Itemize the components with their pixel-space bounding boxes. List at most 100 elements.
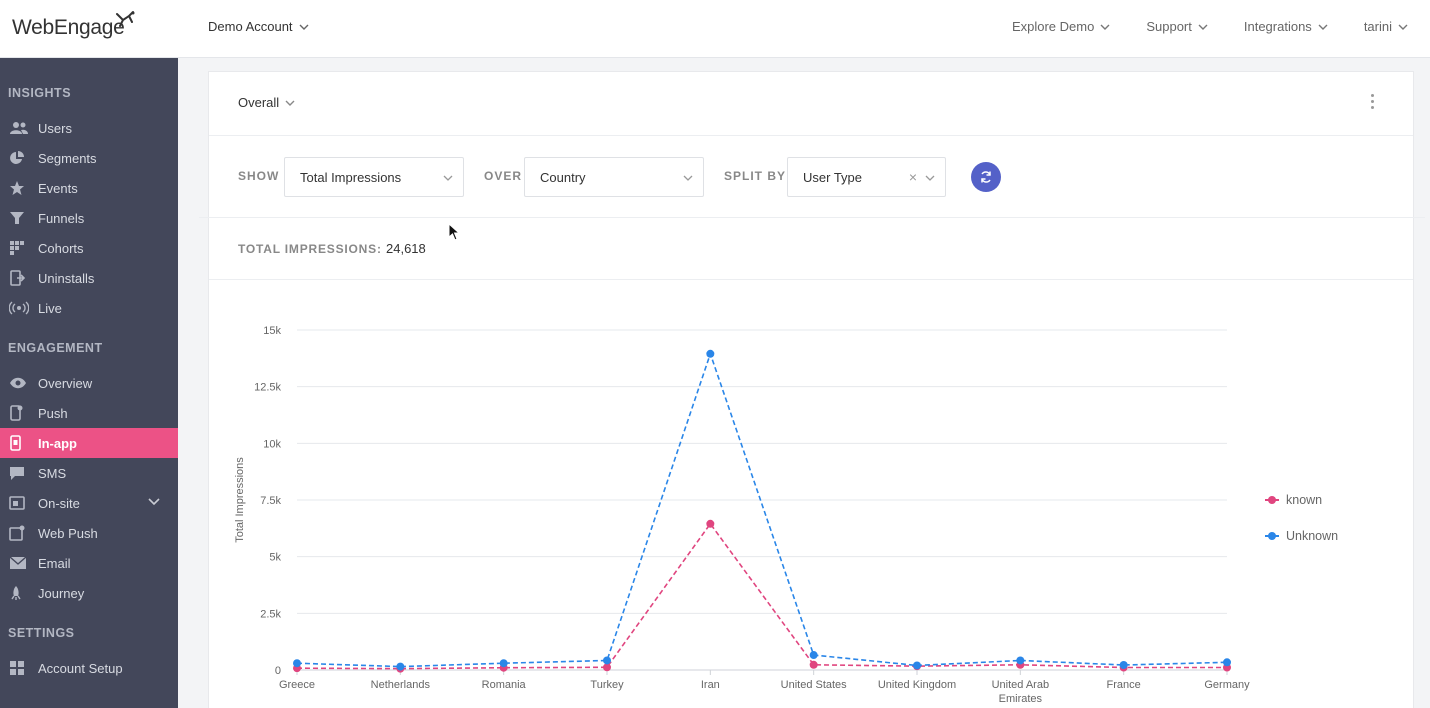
sidebar-item-journey[interactable]: Journey	[0, 578, 178, 608]
sidebar-item-sms[interactable]: SMS	[0, 458, 178, 488]
eye-icon	[0, 377, 38, 389]
logo-text: WebEngage	[12, 16, 125, 39]
legend-label: known	[1286, 493, 1322, 507]
x-tick-label: United States	[781, 679, 848, 691]
sidebar-item-on-site[interactable]: On-site	[0, 488, 178, 518]
filter-bar: SHOW Total Impressions OVER Country SPLI…	[199, 136, 1425, 218]
chevron-down-icon[interactable]	[148, 497, 160, 507]
over-label: OVER	[484, 169, 523, 183]
x-tick-label: Netherlands	[371, 679, 431, 691]
mobile-icon	[0, 405, 38, 421]
sidebar-item-label: On-site	[38, 495, 80, 511]
sidebar-item-live[interactable]: Live	[0, 293, 178, 323]
chevron-down-icon	[683, 175, 693, 181]
integrations-label: Integrations	[1243, 19, 1312, 34]
card-header: Overall	[209, 72, 1413, 136]
show-select[interactable]: Total Impressions	[284, 157, 464, 197]
data-point	[706, 349, 715, 358]
window-icon	[0, 495, 38, 511]
settings-grid-icon	[0, 660, 38, 676]
funnel-icon	[0, 210, 38, 226]
explore-demo-label: Explore Demo	[1011, 19, 1095, 34]
refresh-icon	[981, 171, 991, 183]
sidebar-item-label: Cohorts	[38, 240, 84, 256]
sidebar-item-label: Events	[38, 180, 78, 196]
uninstall-icon	[0, 270, 38, 286]
rocket-icon	[0, 585, 38, 601]
chevron-down-icon	[299, 24, 309, 30]
impressions-line-chart: 0 2.5k 5k 7.5k 10k 12.5k 15k Total Impressions G…	[234, 325, 1338, 705]
sidebar-item-cohorts[interactable]: Cohorts	[0, 233, 178, 263]
y-tick-label: 0	[275, 665, 281, 677]
refresh-button[interactable]	[971, 162, 1001, 192]
sidebar-item-label: Web Push	[38, 525, 98, 541]
section-insights: INSIGHTS	[8, 86, 72, 100]
mouse-cursor-icon	[448, 223, 460, 241]
chat-icon	[0, 465, 38, 481]
x-tick-label: Emirates	[999, 693, 1043, 705]
legend-swatch-dot	[1268, 496, 1276, 504]
x-tick-label: United Kingdom	[878, 679, 956, 691]
chevron-down-icon	[285, 100, 295, 106]
y-tick-label: 7.5k	[260, 495, 281, 507]
y-tick-label: 15k	[263, 325, 281, 337]
x-tick-label: Greece	[279, 679, 315, 691]
view-selector[interactable]: Overall	[238, 95, 295, 110]
sidebar-item-label: Uninstalls	[38, 270, 95, 286]
sidebar-item-label: SMS	[38, 465, 67, 481]
sidebar-item-label: Push	[38, 405, 68, 421]
sidebar-item-label: Live	[38, 300, 62, 316]
series-line-known	[296, 522, 1227, 670]
y-tick-label: 5k	[269, 552, 281, 564]
legend-label: Unknown	[1286, 529, 1338, 543]
split-by-select[interactable]: User Type ×	[787, 157, 946, 197]
y-tick-label: 12.5k	[254, 382, 281, 394]
chevron-down-icon	[443, 175, 453, 181]
data-point	[809, 651, 818, 660]
explore-demo-menu[interactable]: Explore Demo	[1012, 19, 1110, 34]
sidebar-item-users[interactable]: Users	[0, 113, 178, 143]
sidebar-item-account-setup[interactable]: Account Setup	[0, 653, 178, 683]
user-menu[interactable]: tarini	[1364, 19, 1408, 34]
total-impressions-value: 24,618	[386, 241, 426, 256]
chevron-down-icon	[1318, 24, 1328, 30]
clear-icon[interactable]: ×	[908, 169, 917, 185]
sidebar-item-push[interactable]: Push	[0, 398, 178, 428]
sidebar-item-web-push[interactable]: Web Push	[0, 518, 178, 548]
x-tick-label: France	[1107, 679, 1141, 691]
sidebar-item-overview[interactable]: Overview	[0, 368, 178, 398]
over-value: Country	[540, 169, 586, 185]
data-point	[293, 659, 301, 668]
chevron-down-icon	[1100, 24, 1110, 30]
show-label: SHOW	[238, 169, 280, 183]
x-tick-label: Iran	[701, 679, 720, 691]
data-point	[1016, 656, 1025, 665]
integrations-menu[interactable]: Integrations	[1244, 19, 1328, 34]
chevron-down-icon	[1398, 24, 1408, 30]
x-tick-label: United Arab	[992, 679, 1049, 691]
x-tick-label: Turkey	[590, 679, 624, 691]
sidebar-item-label: Email	[38, 555, 71, 571]
inapp-icon	[0, 435, 38, 451]
split-by-label: SPLIT BY	[724, 169, 787, 183]
sidebar-item-email[interactable]: Email	[0, 548, 178, 578]
sidebar-item-events[interactable]: Events	[0, 173, 178, 203]
sidebar-item-segments[interactable]: Segments	[0, 143, 178, 173]
webengage-logo[interactable]: WebEngage	[12, 10, 142, 46]
sidebar-item-in-app[interactable]: In-app	[0, 428, 178, 458]
over-select[interactable]: Country	[524, 157, 704, 197]
grid-icon	[0, 240, 38, 256]
account-name: Demo Account	[208, 19, 293, 34]
chevron-down-icon	[925, 175, 935, 181]
account-selector[interactable]: Demo Account	[208, 19, 309, 34]
sidebar-item-funnels[interactable]: Funnels	[0, 203, 178, 233]
sidebar-item-label: Journey	[38, 585, 85, 601]
top-bar: WebEngage Demo Account Explore Demo Supp…	[0, 0, 1430, 58]
pie-icon	[0, 150, 38, 166]
broadcast-icon	[0, 301, 38, 315]
y-tick-label: 2.5k	[260, 608, 281, 620]
support-label: Support	[1146, 19, 1192, 34]
more-options-icon[interactable]	[1369, 94, 1375, 112]
sidebar-item-uninstalls[interactable]: Uninstalls	[0, 263, 178, 293]
support-menu[interactable]: Support	[1146, 19, 1208, 34]
